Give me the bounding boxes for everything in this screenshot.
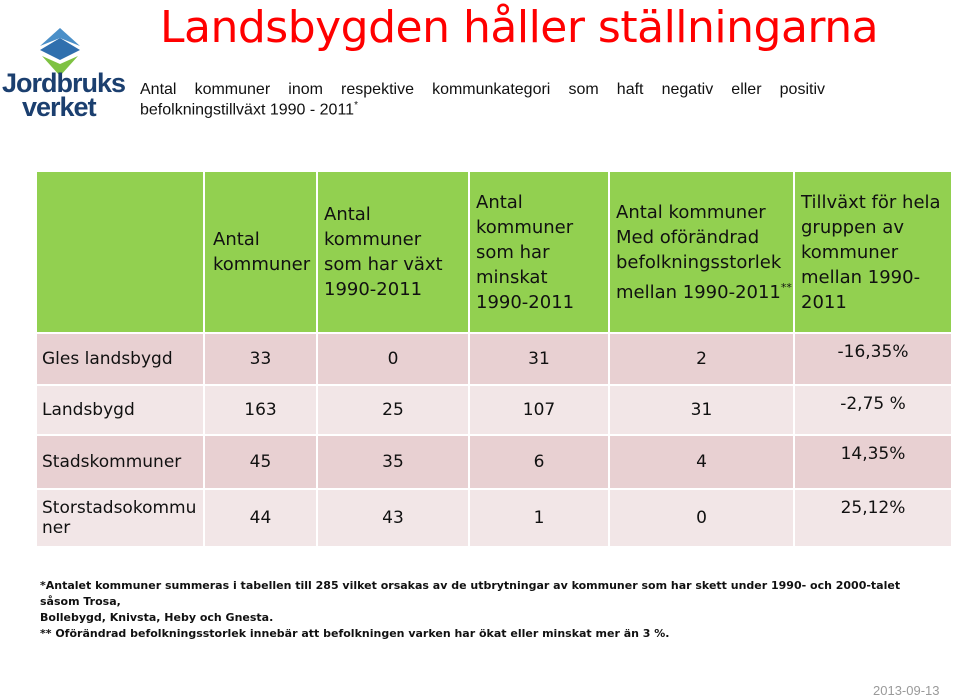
logo-mark-icon	[40, 28, 80, 76]
subtitle-line1: Antal kommuner inom respektive kommunkat…	[140, 81, 825, 98]
cell-shrunk: 6	[468, 434, 610, 490]
table-row: Gles landsbygd 33 0 31 2 -16,35%	[35, 332, 953, 386]
data-table: Antal kommuner Antal kommuner som har växt…	[35, 170, 953, 548]
cell-total: 33	[203, 332, 318, 386]
table-row: Storstadsokommu ner 44 43 1 0 25,12%	[35, 488, 953, 548]
header-empty-cell	[35, 170, 205, 334]
header-unchanged-mark: **	[780, 280, 792, 294]
row-label: Stadskommuner	[35, 434, 205, 490]
jordbruksverket-logo: Jordbruks verket	[0, 24, 126, 124]
cell-growth: -16,35%	[793, 332, 953, 386]
header-total: Antal kommuner	[203, 170, 318, 334]
cell-total: 44	[203, 488, 318, 548]
cell-shrunk: 1	[468, 488, 610, 548]
page-title: Landsbygden håller ställningarna	[160, 2, 879, 53]
cell-grown: 0	[316, 332, 470, 386]
cell-shrunk: 31	[468, 332, 610, 386]
header-shrunk: Antal kommuner som har minskat 1990-2011	[468, 170, 610, 334]
cell-unchanged: 2	[608, 332, 795, 386]
row-label: Gles landsbygd	[35, 332, 205, 386]
subtitle-mark: *	[354, 100, 358, 111]
cell-shrunk: 107	[468, 384, 610, 436]
cell-grown: 43	[316, 488, 470, 548]
cell-growth: 14,35%	[793, 434, 953, 490]
cell-total: 163	[203, 384, 318, 436]
header-row: Antal kommuner Antal kommuner som har växt…	[35, 170, 953, 334]
row-label: Storstadsokommu ner	[35, 488, 205, 548]
cell-unchanged: 31	[608, 384, 795, 436]
cell-growth: -2,75 %	[793, 384, 953, 436]
cell-grown: 25	[316, 384, 470, 436]
cell-unchanged: 0	[608, 488, 795, 548]
cell-grown: 35	[316, 434, 470, 490]
header-unchanged: Antal kommuner Med oförändrad befolknings…	[608, 170, 795, 334]
header-growth: Tillväxt för hela gruppen av kommuner mell…	[793, 170, 953, 334]
footnote-2: ** Oförändrad befolkningsstorlek innebär…	[40, 627, 670, 640]
slide-date: 2013-09-13	[873, 683, 940, 698]
cell-growth: 25,12%	[793, 488, 953, 548]
footnote-1-line1: *Antalet kommuner summeras i tabellen ti…	[40, 579, 901, 608]
footnote-1-line2: Bollebygd, Knivsta, Heby och Gnesta.	[40, 611, 274, 624]
logo-text-line2: verket	[22, 92, 97, 122]
footnotes: *Antalet kommuner summeras i tabellen ti…	[40, 578, 940, 642]
table-row: Stadskommuner 45 35 6 4 14,35%	[35, 434, 953, 490]
cell-unchanged: 4	[608, 434, 795, 490]
subtitle-line2: befolkningstillväxt 1990 - 2011*	[140, 100, 358, 119]
table-row: Landsbygd 163 25 107 31 -2,75 %	[35, 384, 953, 436]
logo-text-line1: Jordbruks	[2, 68, 126, 98]
cell-total: 45	[203, 434, 318, 490]
header-grown: Antal kommuner som har växt 1990-2011	[316, 170, 470, 334]
row-label: Landsbygd	[35, 384, 205, 436]
